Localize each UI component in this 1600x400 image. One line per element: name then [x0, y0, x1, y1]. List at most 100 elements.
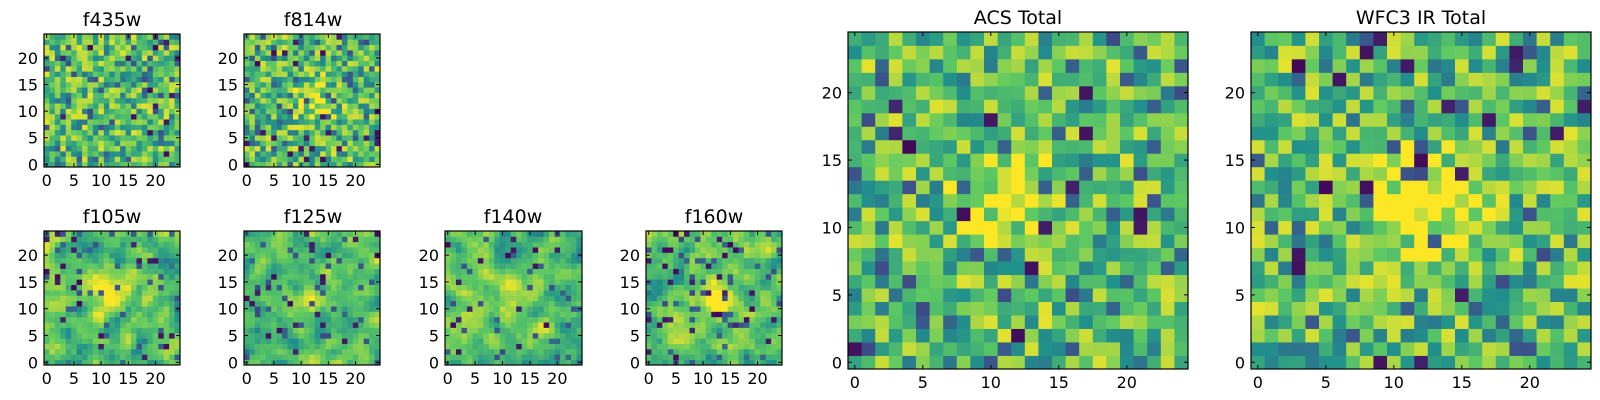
heatmap-cell [174, 300, 181, 307]
heatmap-cell [776, 316, 783, 323]
heatmap-cell [1079, 288, 1094, 302]
heatmap-cell [445, 322, 451, 328]
heatmap-cell [82, 60, 88, 67]
heatmap-cell [347, 284, 354, 291]
heatmap-cell [369, 65, 375, 72]
heatmap-cell [54, 241, 61, 248]
heatmap-cell [848, 355, 862, 370]
heatmap-cell [984, 32, 998, 46]
heatmap-cell [956, 261, 971, 276]
heatmap-cell [163, 327, 170, 334]
heatmap-cell [984, 355, 998, 370]
heatmap-cell [341, 65, 348, 72]
heatmap-cell [120, 108, 126, 115]
heatmap-cell [44, 129, 50, 136]
heatmap-cell [776, 327, 783, 334]
heatmap-cell [314, 273, 321, 280]
heatmap-cell [87, 289, 94, 296]
heatmap-cell [455, 322, 462, 328]
heatmap-cell [249, 145, 256, 152]
heatmap-cell [54, 268, 61, 275]
heatmap-cell [131, 39, 137, 46]
heatmap-cell [369, 263, 375, 269]
heatmap-cell [114, 268, 121, 275]
heatmap-cell [916, 247, 930, 262]
heatmap-cell [1264, 342, 1279, 356]
heatmap-cell [997, 32, 1012, 46]
heatmap-cell [131, 252, 137, 259]
heatmap-cell [114, 273, 121, 280]
heatmap-cell [888, 315, 903, 329]
heatmap-cell [169, 140, 175, 147]
heatmap-cell [347, 113, 354, 120]
heatmap-cell [336, 252, 343, 259]
heatmap-cell [131, 284, 137, 291]
heatmap-cell [120, 268, 126, 275]
heatmap-cell [260, 322, 267, 328]
heatmap-cell [341, 44, 348, 51]
heatmap-cell [303, 306, 310, 312]
heatmap-cell [82, 354, 88, 361]
heatmap-cell [727, 252, 734, 259]
heatmap-cell [249, 151, 256, 157]
heatmap-cell [298, 65, 305, 72]
heatmap-cell [472, 338, 479, 344]
heatmap-cell [114, 34, 121, 40]
heatmap-cell [1373, 207, 1388, 222]
heatmap-cell [684, 332, 690, 339]
heatmap-cell [1400, 247, 1415, 262]
heatmap-cell [358, 354, 365, 361]
heatmap-cell [292, 113, 299, 120]
heatmap-cell [303, 236, 310, 243]
heatmap-cell [76, 295, 83, 302]
heatmap-cell [163, 156, 170, 163]
heatmap-cell [743, 306, 750, 312]
heatmap-cell [1373, 166, 1388, 181]
heatmap-cell [1079, 247, 1094, 262]
heatmap-cell [276, 71, 283, 77]
heatmap-cell [369, 60, 375, 67]
heatmap-cell [1359, 247, 1374, 262]
heatmap-cell [560, 257, 566, 264]
heatmap-cell [49, 81, 56, 88]
heatmap-cell [336, 327, 343, 334]
heatmap-cell [466, 247, 473, 253]
heatmap-cell [532, 247, 539, 253]
heatmap-cell [76, 284, 83, 291]
heatmap-cell [92, 97, 99, 104]
heatmap-cell [347, 161, 354, 168]
heatmap-cell [341, 236, 348, 243]
heatmap-cell [87, 92, 94, 99]
heatmap-cell [109, 322, 116, 328]
heatmap-cell [169, 39, 175, 46]
heatmap-cell [727, 311, 734, 318]
heatmap-cell [1346, 315, 1361, 329]
heatmap-cell [571, 284, 577, 291]
heatmap-cell [158, 236, 165, 243]
heatmap-cell [49, 332, 56, 339]
heatmap-cell [136, 348, 143, 355]
heatmap-cell [1563, 274, 1578, 289]
heatmap-cell [970, 85, 985, 100]
heatmap-cell [352, 39, 359, 46]
heatmap-cell [314, 289, 321, 296]
heatmap-cell [694, 311, 701, 318]
heatmap-cell [87, 257, 94, 264]
heatmap-cell [292, 316, 299, 323]
heatmap-cell [265, 65, 272, 72]
heatmap-cell [656, 300, 663, 307]
heatmap-cell [1065, 342, 1080, 356]
heatmap-cell [765, 295, 772, 302]
heatmap-cell [163, 92, 170, 99]
heatmap-cell [87, 295, 94, 302]
heatmap-cell [71, 311, 78, 318]
heatmap-cell [158, 241, 165, 248]
heatmap-cell [1455, 180, 1469, 195]
heatmap-cell [347, 263, 354, 269]
heatmap-cell [1038, 342, 1053, 356]
heatmap-cell [711, 284, 718, 291]
heatmap-cell [141, 338, 148, 344]
heatmap-cell [651, 300, 658, 307]
heatmap-cell [369, 343, 375, 350]
heatmap-cell [1024, 58, 1039, 73]
